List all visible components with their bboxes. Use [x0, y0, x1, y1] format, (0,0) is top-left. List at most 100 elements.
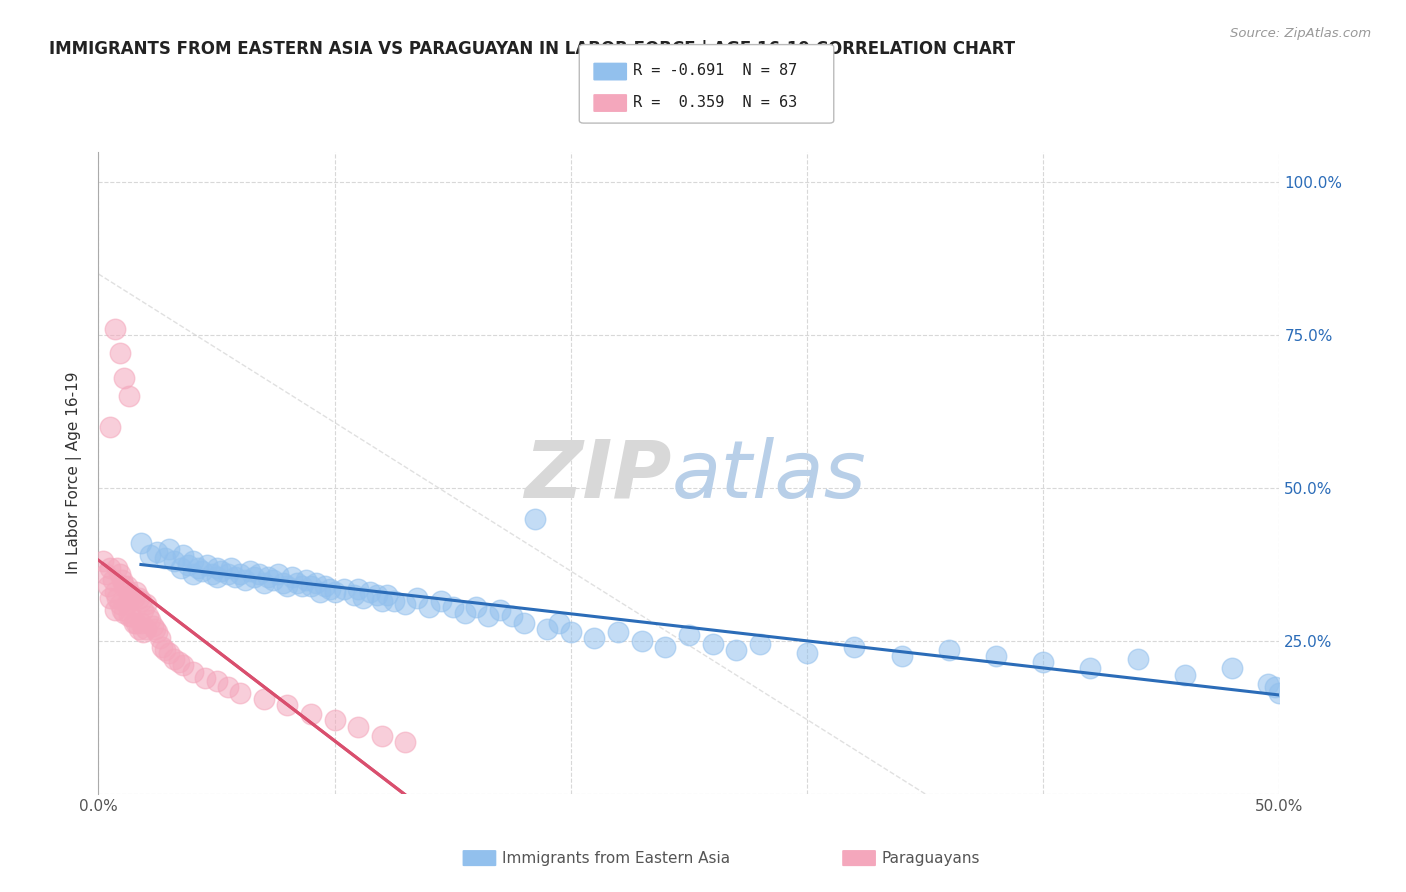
Point [149, 631, 172, 645]
Point [1126, 652, 1149, 666]
Point [129, 594, 152, 608]
Point [276, 579, 298, 593]
Point [477, 609, 499, 624]
Point [319, 582, 342, 596]
Point [98, 420, 121, 434]
Point [229, 566, 252, 581]
Point [1264, 680, 1286, 694]
Point [108, 566, 131, 581]
Point [229, 686, 252, 700]
Point [1080, 661, 1102, 675]
Point [163, 652, 186, 666]
Point [748, 637, 770, 651]
Point [142, 618, 165, 632]
Y-axis label: In Labor Force | Age 16-19: In Labor Force | Age 16-19 [66, 371, 83, 574]
Point [702, 637, 724, 651]
Point [217, 680, 239, 694]
Point [209, 564, 232, 578]
Point [146, 624, 169, 639]
Point [352, 591, 374, 606]
Point [135, 622, 157, 636]
Point [1257, 677, 1279, 691]
Point [548, 615, 571, 630]
Point [135, 597, 157, 611]
Point [323, 585, 346, 599]
Point [172, 549, 194, 563]
Point [167, 656, 190, 670]
Point [91, 554, 114, 568]
Point [187, 560, 209, 574]
Point [524, 511, 547, 525]
Point [194, 671, 217, 685]
Point [125, 615, 148, 630]
Point [512, 615, 534, 630]
Point [371, 594, 394, 608]
Point [153, 643, 176, 657]
Point [375, 588, 398, 602]
Point [938, 643, 960, 657]
Point [217, 566, 239, 581]
Point [195, 558, 218, 572]
Point [1268, 686, 1291, 700]
Point [295, 573, 318, 587]
Point [725, 643, 748, 657]
Point [125, 585, 148, 599]
Point [108, 597, 131, 611]
Point [394, 597, 416, 611]
Point [678, 628, 700, 642]
Point [128, 591, 150, 606]
Text: ZIP: ZIP [524, 437, 671, 515]
Point [136, 609, 159, 624]
Point [97, 579, 120, 593]
Point [257, 570, 280, 584]
Point [465, 600, 488, 615]
Point [139, 549, 162, 563]
Point [1174, 667, 1197, 681]
Point [170, 560, 193, 574]
Point [122, 615, 145, 630]
Point [262, 573, 284, 587]
Text: IMMIGRANTS FROM EASTERN ASIA VS PARAGUAYAN IN LABOR FORCE | AGE 16-19 CORRELATIO: IMMIGRANTS FROM EASTERN ASIA VS PARAGUAY… [49, 40, 1015, 58]
Point [501, 609, 523, 624]
Point [247, 566, 270, 581]
Text: Immigrants from Eastern Asia: Immigrants from Eastern Asia [502, 851, 730, 865]
Point [177, 558, 200, 572]
Point [489, 603, 512, 617]
Point [583, 631, 606, 645]
Point [219, 560, 242, 574]
Point [271, 575, 294, 590]
Point [104, 322, 127, 336]
Point [129, 536, 152, 550]
Point [347, 582, 370, 596]
Point [201, 566, 224, 581]
Text: atlas: atlas [671, 437, 866, 515]
Point [118, 389, 141, 403]
Point [128, 622, 150, 636]
Text: R = -0.691  N = 87: R = -0.691 N = 87 [633, 63, 797, 78]
Point [984, 649, 1007, 664]
Point [285, 575, 308, 590]
Point [153, 551, 176, 566]
Point [112, 579, 135, 593]
Point [181, 665, 204, 679]
Point [347, 720, 370, 734]
Point [560, 624, 582, 639]
Point [104, 585, 127, 599]
Text: Source: ZipAtlas.com: Source: ZipAtlas.com [1230, 27, 1371, 40]
Point [654, 640, 676, 654]
Point [1220, 661, 1243, 675]
Point [453, 607, 475, 621]
Point [98, 560, 121, 574]
Point [281, 570, 304, 584]
Point [108, 346, 131, 360]
Point [253, 575, 276, 590]
Point [276, 698, 298, 713]
Point [890, 649, 912, 664]
Point [121, 588, 143, 602]
Point [112, 371, 135, 385]
Point [359, 585, 381, 599]
Point [536, 622, 558, 636]
Point [441, 600, 464, 615]
Point [181, 566, 204, 581]
Point [243, 570, 266, 584]
